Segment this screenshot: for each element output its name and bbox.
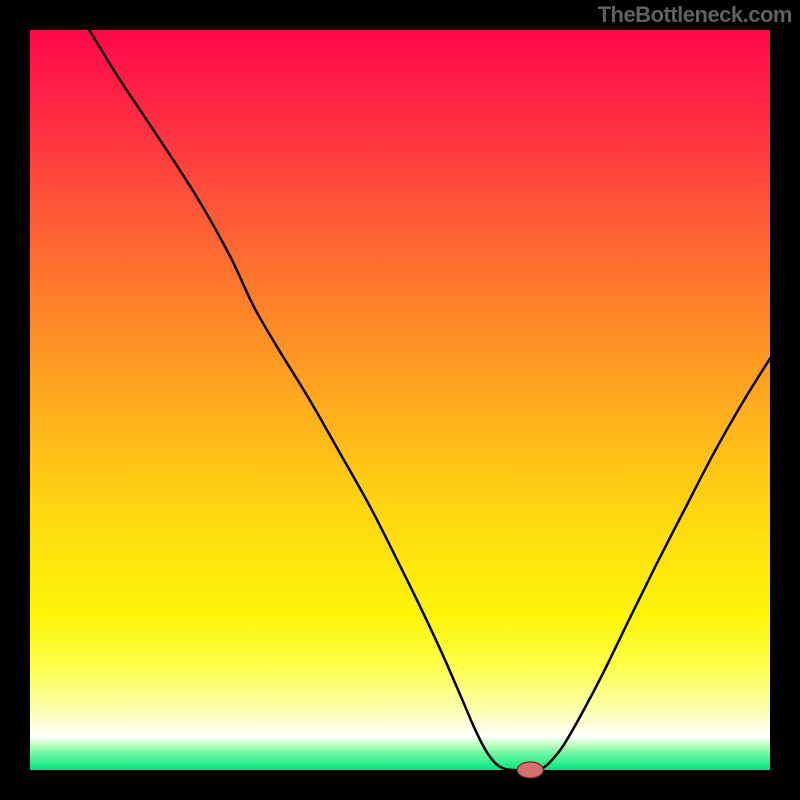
bottleneck-chart xyxy=(0,0,800,800)
watermark-text: TheBottleneck.com xyxy=(598,2,792,28)
optimal-marker xyxy=(517,762,543,778)
plot-background xyxy=(30,30,770,770)
